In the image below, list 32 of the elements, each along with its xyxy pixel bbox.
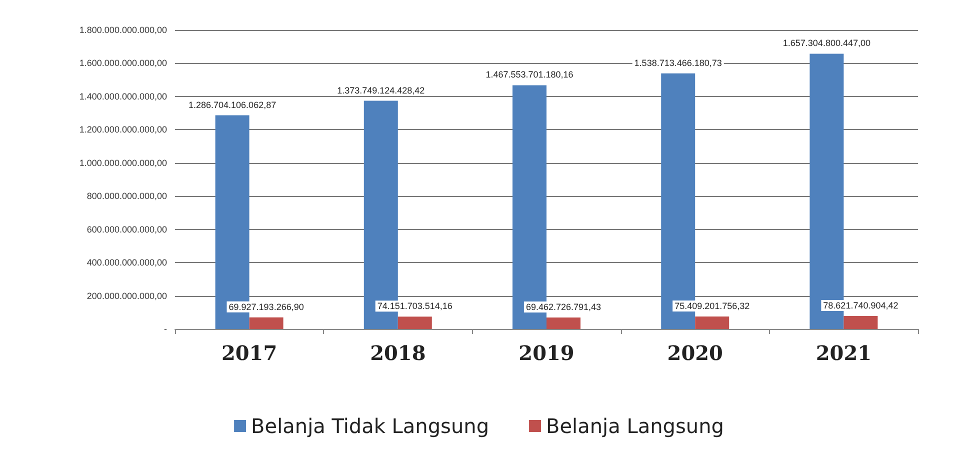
legend-label: Belanja Tidak Langsung xyxy=(251,414,490,438)
bar xyxy=(398,316,432,329)
data-label: 1.286.704.106.062,87 xyxy=(188,100,276,110)
data-label: 1.657.304.800.447,00 xyxy=(782,38,870,48)
data-label: 74.151.703.514,16 xyxy=(377,301,452,312)
y-tick-label: 1.200.000.000.000,00 xyxy=(79,124,167,135)
bar xyxy=(695,316,730,329)
y-tick-label: 1.600.000.000.000,00 xyxy=(79,58,167,68)
bar xyxy=(546,317,580,329)
data-label: 1.373.749.124.428,42 xyxy=(337,85,425,96)
data-label: 1.538.713.466.180,73 xyxy=(634,58,722,68)
data-label: 75.409.201.756,32 xyxy=(674,300,750,311)
y-tick-label: 800.000.000.000,00 xyxy=(86,191,167,202)
y-tick-label: 200.000.000.000,00 xyxy=(86,290,167,301)
x-tick-label: 2019 xyxy=(518,341,574,365)
legend-label: Belanja Langsung xyxy=(546,414,724,438)
y-tick-label: - xyxy=(164,324,167,334)
data-label: 78.621.740.904,42 xyxy=(823,300,898,310)
bar xyxy=(249,317,284,329)
data-label: 69.927.193.266,90 xyxy=(228,302,304,312)
data-label: 69.462.726.791,43 xyxy=(526,302,602,312)
y-tick-label: 1.800.000.000.000,00 xyxy=(79,25,167,35)
bar xyxy=(844,316,878,329)
y-tick-label: 400.000.000.000,00 xyxy=(86,258,167,268)
x-tick-label: 2018 xyxy=(370,341,426,365)
y-tick-label: 600.000.000.000,00 xyxy=(86,224,167,234)
y-tick-label: 1.000.000.000.000,00 xyxy=(79,158,167,168)
x-tick-label: 2020 xyxy=(667,341,723,365)
x-tick-label: 2017 xyxy=(221,341,278,365)
y-tick-label: 1.400.000.000.000,00 xyxy=(79,91,167,102)
x-tick-label: 2021 xyxy=(816,341,872,365)
data-label: 1.467.553.701.180,16 xyxy=(486,70,574,80)
